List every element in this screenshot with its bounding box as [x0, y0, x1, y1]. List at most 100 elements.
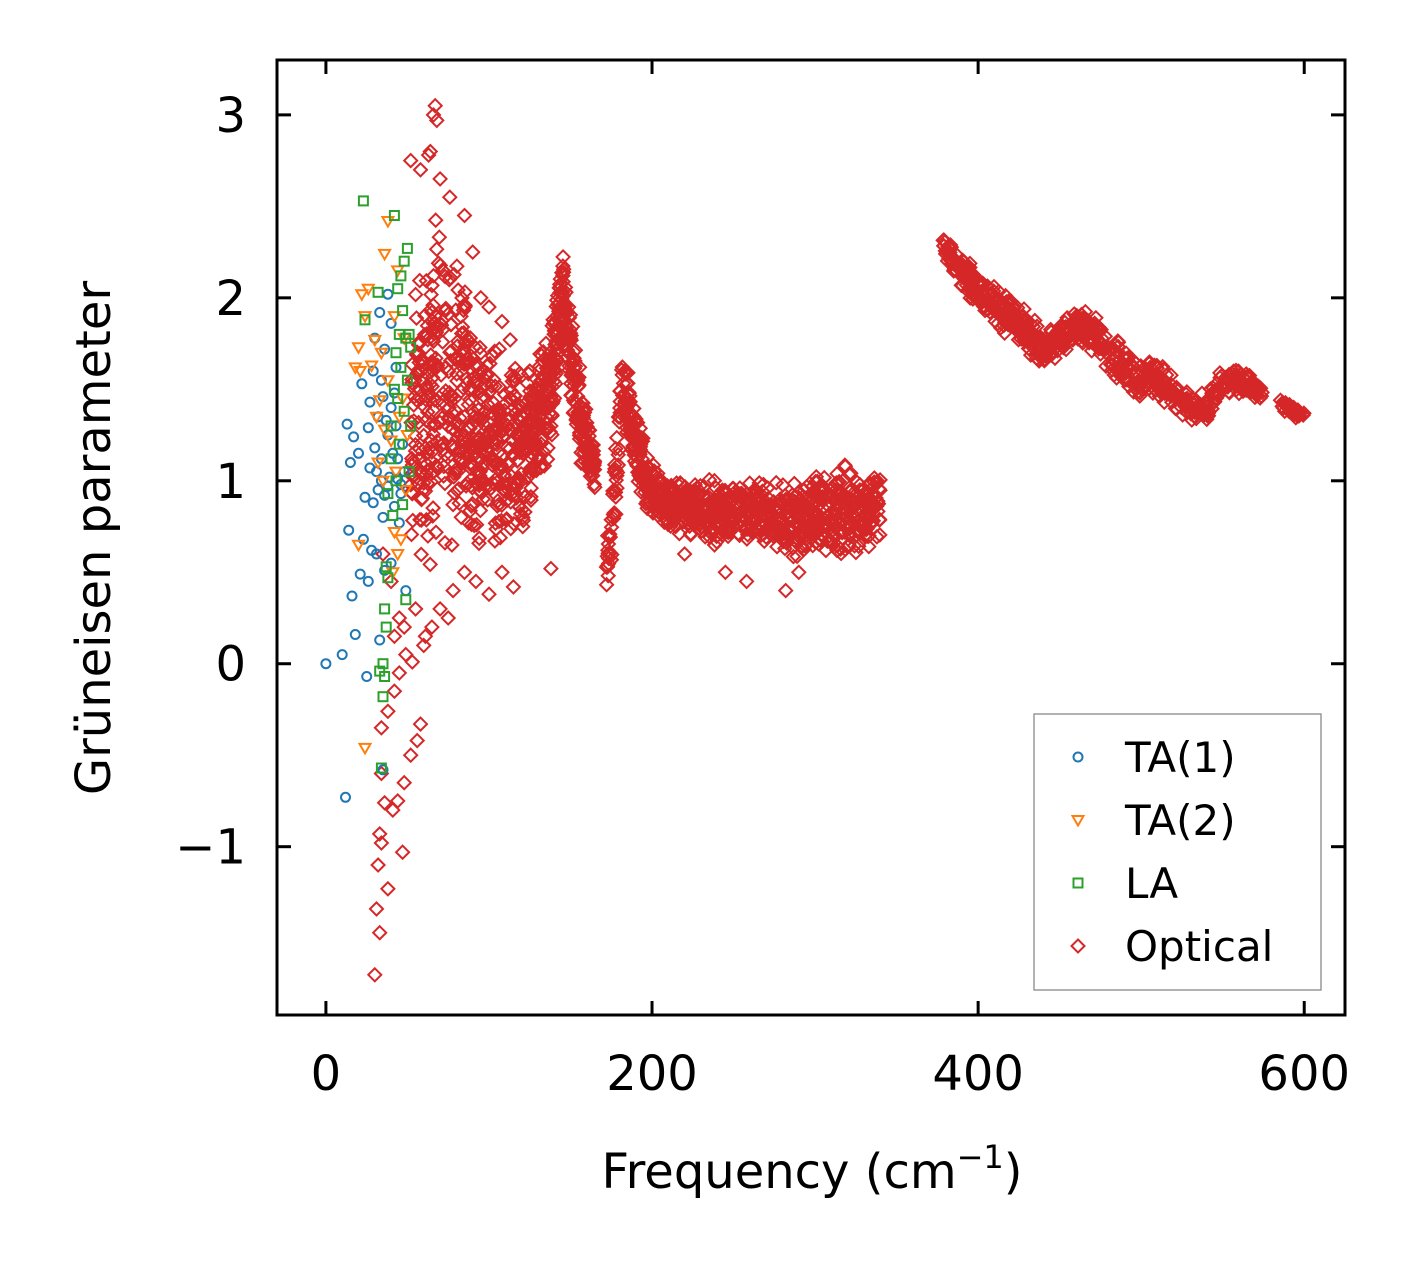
data-point-optical [695, 507, 712, 524]
data-point-optical [1059, 331, 1076, 348]
data-point-optical [396, 774, 413, 791]
data-point-optical [940, 238, 956, 255]
data-point-optical [1048, 325, 1065, 342]
data-point-optical [413, 546, 430, 563]
data-point-la [379, 603, 391, 615]
data-point-la [387, 510, 399, 521]
data-point-optical [516, 504, 533, 520]
data-point-optical [411, 272, 428, 289]
data-point-optical [857, 521, 873, 537]
data-point-la [380, 621, 392, 633]
data-point-optical [676, 546, 693, 562]
data-point-optical [829, 465, 846, 482]
data-point-optical [437, 302, 454, 319]
data-point-optical [935, 232, 952, 248]
data-point-optical [554, 267, 571, 284]
data-point-optical [457, 284, 473, 301]
data-point-optical [471, 339, 488, 356]
data-point-optical [714, 527, 731, 544]
data-point-optical [486, 533, 503, 549]
series-la [357, 195, 417, 774]
data-point-optical [419, 331, 436, 348]
data-point-optical [404, 356, 421, 373]
data-point-ta-1- [367, 497, 379, 509]
data-point-optical [458, 371, 475, 387]
data-point-optical [436, 475, 453, 492]
data-point-optical [426, 417, 443, 434]
data-point-optical [941, 244, 958, 261]
data-point-ta-2- [387, 311, 402, 324]
data-point-optical [1074, 334, 1091, 351]
x-tick-label: 400 [932, 1046, 1024, 1102]
data-point-optical [391, 664, 408, 681]
data-point-optical [412, 716, 429, 733]
data-point-optical [389, 792, 406, 809]
data-point-optical [409, 732, 426, 749]
data-point-optical [1021, 326, 1038, 342]
data-point-optical [442, 269, 459, 286]
data-point-optical [611, 441, 628, 458]
data-point-optical [1092, 345, 1109, 362]
data-point-optical [445, 582, 462, 599]
data-point-optical [634, 462, 651, 479]
data-point-optical [434, 393, 451, 410]
data-point-optical [538, 335, 554, 352]
data-point-optical [456, 207, 473, 224]
data-point-optical [445, 496, 462, 513]
data-point-ta-2- [390, 549, 405, 562]
data-point-optical [1186, 396, 1203, 413]
data-point-optical [519, 375, 536, 392]
data-point-ta-1- [374, 307, 386, 318]
x-tick-label: 0 [311, 1046, 342, 1102]
data-point-optical [481, 299, 497, 315]
data-point-optical [422, 301, 439, 318]
data-point-optical [963, 264, 980, 281]
data-point-optical [562, 387, 579, 404]
data-point-optical [451, 417, 468, 434]
data-point-optical [569, 404, 586, 421]
data-point-optical [422, 355, 439, 372]
data-point-optical [738, 492, 755, 508]
data-point-optical [490, 513, 507, 530]
data-point-optical [749, 511, 766, 528]
data-point-optical [523, 392, 540, 408]
data-point-optical [710, 502, 727, 519]
data-point-optical [529, 400, 546, 417]
data-point-optical [403, 526, 420, 543]
data-point-ta-1- [349, 629, 361, 640]
data-point-optical [790, 564, 807, 581]
data-point-optical [607, 506, 624, 523]
data-point-optical [371, 924, 388, 941]
data-point-optical [601, 526, 618, 543]
data-point-optical [838, 515, 855, 532]
data-point-ta-1- [362, 422, 374, 434]
data-point-optical [583, 443, 599, 460]
data-point-optical [476, 388, 493, 405]
data-point-optical [599, 542, 616, 559]
data-point-optical [496, 468, 512, 485]
data-point-optical [1285, 399, 1302, 416]
data-point-optical [443, 537, 460, 553]
data-point-optical [435, 468, 452, 484]
data-point-optical [454, 289, 470, 306]
data-point-optical [437, 268, 454, 285]
data-point-la [382, 488, 394, 500]
data-point-optical [618, 365, 635, 382]
data-point-optical [496, 421, 513, 438]
data-point-optical [1295, 407, 1312, 424]
data-point-optical [652, 472, 669, 489]
data-point-optical [1219, 370, 1236, 387]
data-point-optical [815, 500, 832, 517]
data-point-optical [486, 343, 503, 360]
data-point-optical [1121, 348, 1138, 365]
data-point-optical [402, 152, 419, 169]
data-point-optical [432, 600, 449, 617]
data-point-optical [722, 523, 739, 540]
data-point-optical [537, 422, 554, 438]
data-point-optical [1116, 372, 1133, 389]
data-point-optical [571, 431, 588, 447]
data-point-optical [815, 490, 831, 507]
data-point-optical [715, 513, 732, 530]
data-point-optical [614, 359, 631, 376]
